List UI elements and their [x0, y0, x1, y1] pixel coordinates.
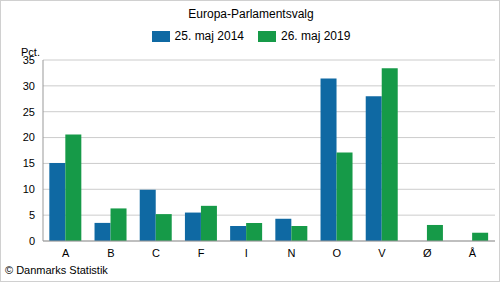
svg-text:B: B	[107, 247, 114, 259]
svg-text:V: V	[378, 247, 386, 259]
svg-text:I: I	[245, 247, 248, 259]
svg-text:10: 10	[23, 183, 35, 195]
svg-text:Ø: Ø	[423, 247, 432, 259]
svg-text:25: 25	[23, 106, 35, 118]
svg-text:20: 20	[23, 131, 35, 143]
svg-text:0: 0	[29, 235, 35, 247]
svg-text:F: F	[198, 247, 205, 259]
svg-text:15: 15	[23, 157, 35, 169]
svg-text:C: C	[152, 247, 160, 259]
svg-text:Å: Å	[469, 247, 477, 259]
svg-text:30: 30	[23, 80, 35, 92]
svg-text:O: O	[333, 247, 342, 259]
svg-text:35: 35	[23, 54, 35, 66]
svg-text:A: A	[62, 247, 70, 259]
svg-text:5: 5	[29, 209, 35, 221]
svg-text:N: N	[288, 247, 296, 259]
